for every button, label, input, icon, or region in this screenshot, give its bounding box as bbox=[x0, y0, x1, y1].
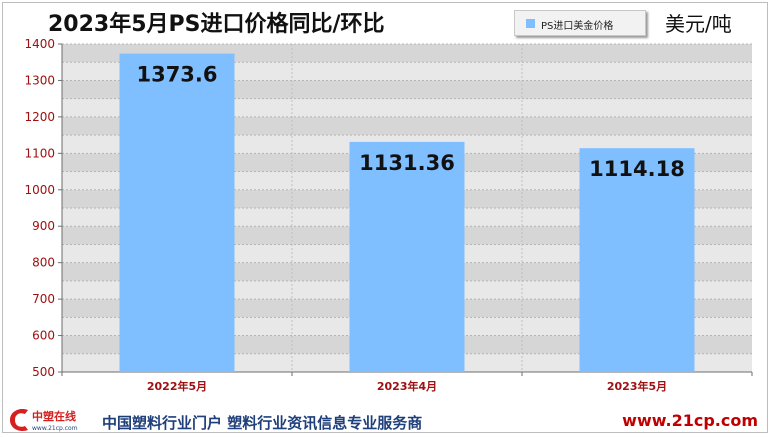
y-tick-label: 700 bbox=[32, 292, 55, 306]
x-tick-label: 2022年5月 bbox=[147, 379, 207, 393]
y-tick-label: 1100 bbox=[24, 146, 55, 160]
y-tick-label: 600 bbox=[32, 329, 55, 343]
unit-label: 美元/吨 bbox=[665, 12, 732, 36]
y-tick-label: 1300 bbox=[24, 73, 55, 87]
y-tick-label: 900 bbox=[32, 219, 55, 233]
chart-frame bbox=[2, 2, 768, 433]
data-label: 1373.6 bbox=[136, 63, 217, 87]
y-tick-label: 1400 bbox=[24, 37, 55, 51]
x-tick-label: 2023年4月 bbox=[377, 379, 437, 393]
data-label: 1131.36 bbox=[359, 151, 455, 175]
logo-subtext: www.21cp.com bbox=[32, 425, 78, 432]
data-label: 1114.18 bbox=[589, 157, 685, 181]
y-tick-label: 1200 bbox=[24, 110, 55, 124]
x-tick-label: 2023年5月 bbox=[607, 379, 667, 393]
chart-legend: PS进口美金价格 bbox=[514, 10, 646, 36]
bar-chart: 500 600 700 800 900 1000 1100 1200 1300 1400 1373.… bbox=[24, 37, 753, 393]
bar bbox=[579, 148, 695, 372]
y-tick-label: 1000 bbox=[24, 183, 55, 197]
legend-swatch bbox=[526, 19, 535, 28]
logo-text: 中塑在线 bbox=[32, 409, 76, 423]
footer-bar: 中塑在线 www.21cp.com 中国塑料行业门户 塑料行业资讯信息专业服务商… bbox=[0, 403, 772, 437]
footer-slogan: 中国塑料行业门户 塑料行业资讯信息专业服务商 bbox=[102, 414, 423, 432]
y-tick-label: 500 bbox=[32, 365, 55, 379]
logo-icon: 中塑在线 www.21cp.com bbox=[10, 409, 78, 432]
legend-label: PS进口美金价格 bbox=[541, 21, 614, 32]
bar bbox=[119, 53, 235, 372]
bar bbox=[349, 141, 465, 372]
footer-url[interactable]: www.21cp.com bbox=[622, 411, 758, 430]
y-tick-label: 800 bbox=[32, 256, 55, 270]
chart-title: 2023年5月PS进口价格同比/环比 bbox=[48, 12, 385, 37]
